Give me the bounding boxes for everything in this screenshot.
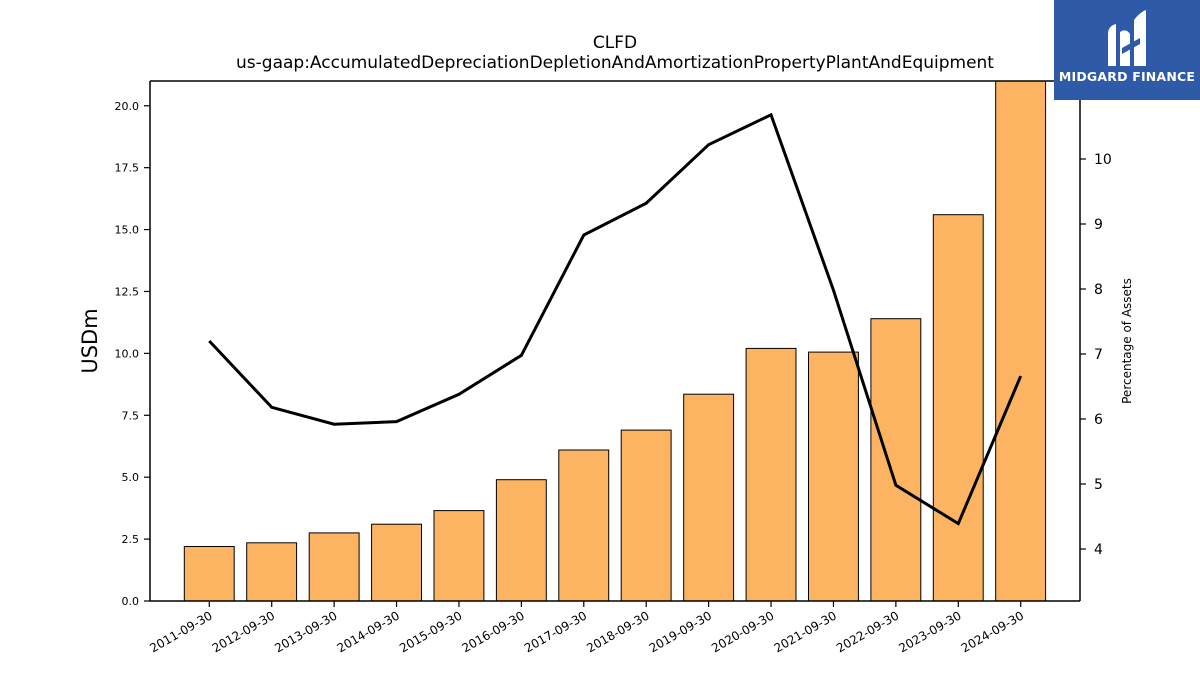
bar-2021-09-30 — [808, 351, 859, 602]
x-tick-label: 2016-09-30 — [459, 608, 526, 655]
y-right-tick-label: 9 — [1094, 217, 1103, 233]
y-tick-label: 20.0 — [115, 100, 140, 113]
percentage-line — [208, 112, 1023, 526]
y-tick-label: 0.0 — [122, 595, 140, 608]
bar-2016-09-30 — [495, 479, 547, 602]
bar-2024-09-30 — [995, 80, 1047, 602]
y-tick-label: 15.0 — [115, 224, 140, 237]
y-tick-label: 10.0 — [115, 347, 140, 360]
x-tick-label: 2017-09-30 — [522, 608, 589, 655]
y-right-tick-label: 5 — [1094, 477, 1103, 493]
y-right-tick-label: 6 — [1094, 412, 1103, 428]
logo-mark-icon — [1108, 10, 1146, 66]
bar-2014-09-30 — [371, 523, 423, 602]
y-right-tick-label: 7 — [1094, 347, 1103, 363]
bar-2022-09-30 — [870, 318, 922, 602]
bar-2019-09-30 — [683, 393, 735, 602]
bar-2012-09-30 — [246, 542, 298, 602]
logo-text: MIDGARD FINANCE — [1058, 69, 1196, 84]
x-tick-label: 2024-09-30 — [959, 608, 1026, 655]
bar-2020-09-30 — [745, 347, 797, 602]
bars — [183, 80, 1047, 602]
x-tick-label: 2012-09-30 — [210, 608, 277, 655]
x-tick-label: 2022-09-30 — [834, 608, 901, 655]
y-right-tick-label: 8 — [1094, 282, 1103, 298]
y-right-tick-label: 10 — [1094, 152, 1112, 168]
x-tick-label: 2015-09-30 — [397, 608, 464, 655]
midgard-finance-logo: MIDGARD FINANCE — [1054, 0, 1200, 100]
x-tick-label: 2019-09-30 — [647, 608, 714, 655]
y-axis-right-label: Percentage of Assets — [1120, 278, 1134, 404]
chart-title: CLFD — [593, 33, 637, 53]
y-tick-label: 17.5 — [115, 162, 140, 175]
x-tick-label: 2018-09-30 — [584, 608, 651, 655]
bar-2013-09-30 — [308, 532, 360, 602]
y-tick-label: 2.5 — [122, 533, 140, 546]
y-tick-label: 7.5 — [122, 409, 140, 422]
x-tick-label: 2011-09-30 — [147, 608, 214, 655]
x-tick-label: 2014-09-30 — [335, 608, 402, 655]
y-tick-label: 5.0 — [122, 471, 140, 484]
chart-subtitle: us-gaap:AccumulatedDepreciationDepletion… — [236, 53, 994, 73]
bar-2015-09-30 — [433, 510, 485, 602]
bar-2011-09-30 — [183, 546, 235, 602]
bar-2023-09-30 — [932, 214, 984, 602]
x-tick-label: 2021-09-30 — [772, 608, 839, 655]
x-tick-label: 2013-09-30 — [272, 608, 339, 655]
y-axis-label: USDm — [78, 308, 102, 373]
y-tick-label: 12.5 — [115, 285, 140, 298]
x-tick-label: 2020-09-30 — [709, 608, 776, 655]
x-tick-label: 2023-09-30 — [896, 608, 963, 655]
line-layer — [208, 112, 1023, 526]
bar-2017-09-30 — [558, 449, 610, 602]
bar-2018-09-30 — [620, 429, 672, 602]
y-right-tick-label: 4 — [1094, 542, 1103, 558]
